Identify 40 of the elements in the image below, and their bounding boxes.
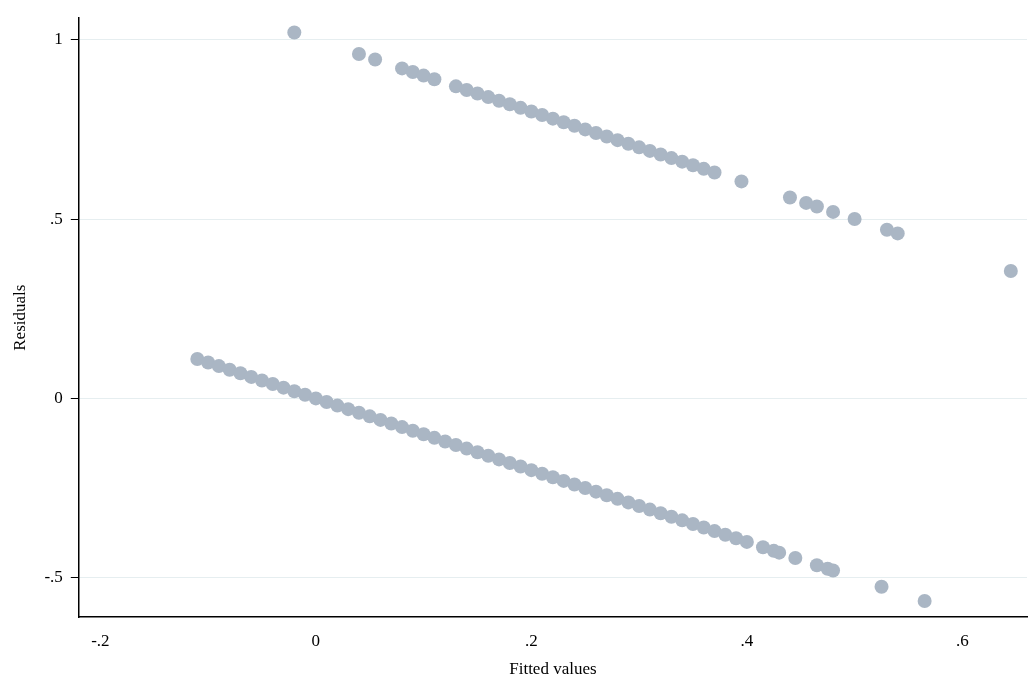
y-tick-label: 0 (54, 387, 63, 407)
point (427, 72, 442, 87)
point (826, 204, 841, 219)
point (1003, 264, 1018, 279)
point (734, 174, 749, 189)
y-tick-label: 1 (54, 29, 63, 49)
point (556, 115, 571, 130)
point (492, 93, 507, 108)
point (287, 25, 302, 40)
point (890, 226, 905, 241)
point (707, 165, 722, 180)
point (589, 125, 604, 140)
point (395, 61, 410, 76)
point (847, 212, 862, 227)
point (696, 161, 711, 176)
y-tick-label: .5 (50, 208, 63, 228)
point (368, 52, 383, 67)
point (664, 151, 679, 166)
point (809, 199, 824, 214)
point (642, 143, 657, 158)
x-tick-label: 0 (311, 630, 321, 650)
x-tick-label: .4 (740, 630, 754, 650)
point (351, 47, 366, 62)
point (502, 97, 517, 112)
y-axis-title: Residuals (9, 284, 29, 351)
x-axis-title: Fitted values (509, 659, 597, 679)
x-tick-label: .6 (955, 630, 969, 650)
point (632, 140, 647, 155)
point (799, 195, 814, 210)
point (545, 111, 560, 126)
point (481, 90, 496, 105)
x-tick-label: .2 (524, 630, 538, 650)
y-tick-label: -.5 (44, 567, 63, 587)
point (405, 65, 420, 79)
x-tick-label: -.2 (91, 630, 110, 650)
point (782, 190, 797, 205)
point (685, 158, 700, 173)
point (879, 222, 894, 237)
point (535, 108, 550, 123)
point (448, 79, 463, 94)
